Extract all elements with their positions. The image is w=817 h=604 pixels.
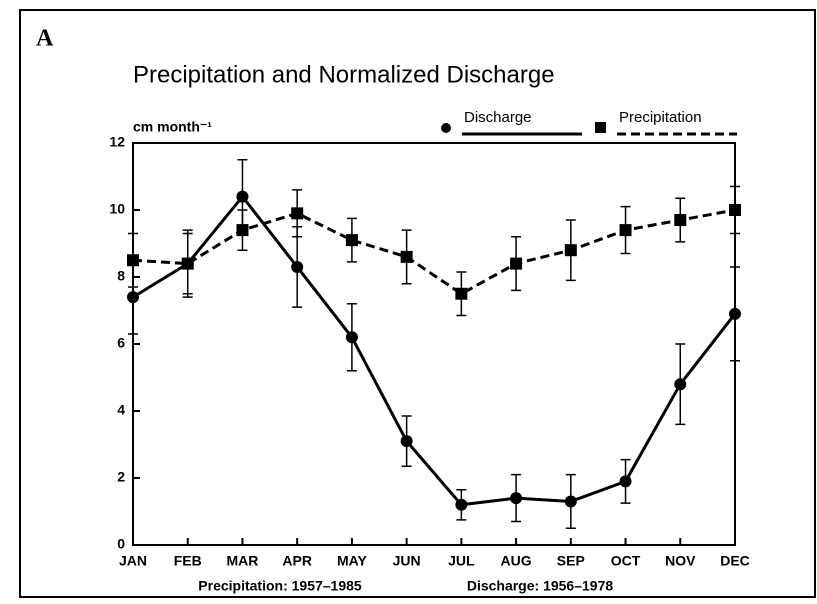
marker [564, 244, 577, 257]
legend-label: Discharge [464, 109, 532, 126]
x-tick-label: FEB [174, 553, 202, 569]
x-tick-label: MAY [337, 553, 367, 569]
x-tick-label: JUN [393, 553, 421, 569]
marker [674, 214, 687, 227]
x-tick-label: JUL [448, 553, 475, 569]
marker [291, 207, 304, 220]
x-tick-label: DEC [720, 553, 750, 569]
marker [729, 204, 741, 216]
x-tick-label: OCT [611, 553, 641, 569]
marker [510, 492, 523, 505]
marker [291, 260, 304, 273]
panel-label: A [36, 26, 54, 52]
legend-marker [595, 122, 606, 133]
marker [236, 190, 249, 203]
chart-title: Precipitation and Normalized Discharge [133, 61, 555, 88]
plot-area [132, 142, 736, 546]
marker [127, 254, 139, 267]
marker [510, 257, 523, 270]
y-axis-label: cm month⁻¹ [133, 119, 212, 135]
marker [619, 475, 632, 488]
y-tick-label: 8 [117, 268, 125, 284]
frame [19, 9, 816, 598]
y-tick-label: 10 [109, 201, 125, 217]
marker [619, 224, 632, 237]
x-tick-label: SEP [557, 553, 585, 569]
marker [455, 287, 468, 300]
y-tick-label: 4 [117, 402, 125, 418]
marker [400, 250, 413, 263]
y-tick-label: 12 [109, 134, 125, 150]
x-tick-label: APR [282, 553, 312, 569]
marker [729, 307, 741, 320]
marker [236, 224, 249, 237]
marker [674, 378, 687, 391]
x-tick-label: JAN [119, 553, 147, 569]
footnote: Discharge: 1956–1978 [467, 578, 614, 594]
marker [127, 291, 139, 304]
data-line [132, 208, 736, 296]
y-tick-label: 6 [117, 335, 125, 351]
marker [345, 234, 358, 247]
marker [400, 435, 413, 448]
marker [455, 498, 468, 511]
y-tick-label: 2 [117, 469, 125, 485]
footnote: Precipitation: 1957–1985 [198, 578, 362, 594]
marker [181, 257, 194, 270]
marker [345, 331, 358, 344]
y-tick-label: 0 [117, 536, 125, 552]
x-tick-label: NOV [665, 553, 696, 569]
legend-marker [441, 123, 451, 133]
x-tick-label: MAR [227, 553, 259, 569]
data-line [132, 194, 737, 507]
legend-label: Precipitation [619, 109, 702, 126]
marker [564, 495, 577, 508]
x-tick-label: AUG [501, 553, 532, 569]
